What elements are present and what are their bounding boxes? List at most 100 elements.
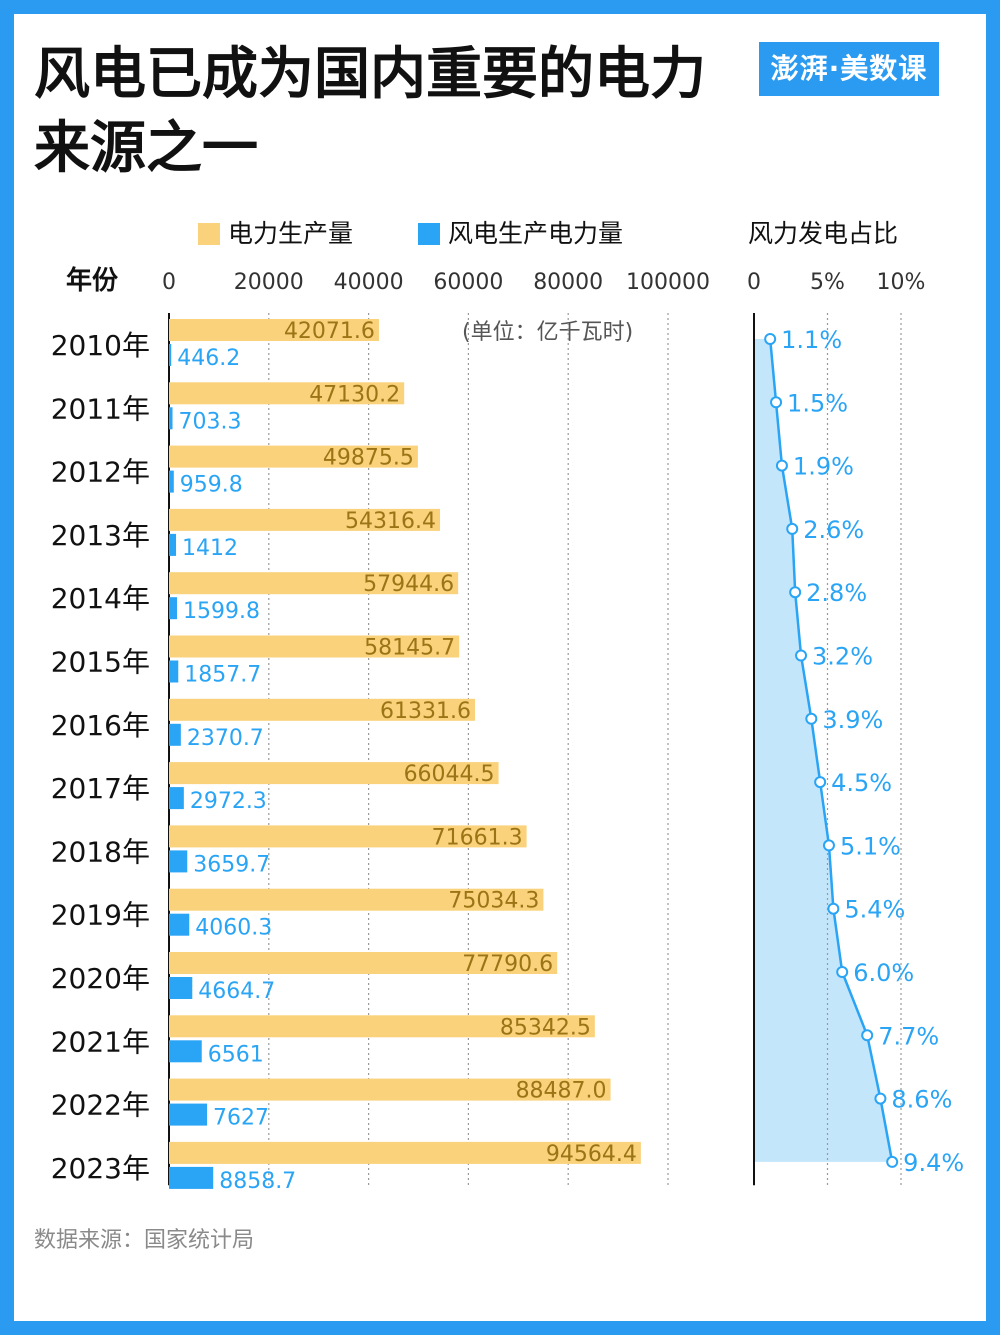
total-bar <box>169 1141 641 1164</box>
share-point-label: 1.1% <box>781 326 842 354</box>
wind-bar-label: 1412 <box>182 536 238 561</box>
total-bar <box>169 572 459 595</box>
share-point <box>874 1092 887 1105</box>
share-point <box>814 776 827 789</box>
share-point <box>827 902 840 915</box>
wind-bar <box>169 723 181 746</box>
total-bar-label: 47130.2 <box>309 382 400 407</box>
year-label: 2021年 <box>51 1025 150 1058</box>
wind-bar-label: 959.8 <box>180 473 243 498</box>
share-point <box>805 712 818 725</box>
source-note: 数据来源：国家统计局 <box>34 1228 255 1253</box>
share-point <box>836 966 849 978</box>
total-bar <box>169 382 405 405</box>
wind-bar-label: 2370.7 <box>187 726 264 751</box>
wind-bar <box>169 850 188 873</box>
total-bar <box>169 445 418 468</box>
year-label: 2011年 <box>51 392 150 425</box>
wind-bar <box>169 533 177 556</box>
total-bar <box>169 1078 611 1101</box>
year-label: 2014年 <box>51 582 150 615</box>
bar-x-tick-label: 0 <box>162 270 176 295</box>
bar-x-tick-label: 20000 <box>234 270 304 295</box>
total-bar-label: 49875.5 <box>323 446 414 471</box>
share-point <box>770 396 783 409</box>
wind-bar-label: 8858.7 <box>219 1169 296 1194</box>
share-x-tick-label: 10% <box>877 270 926 295</box>
wind-bar-label: 6561 <box>208 1042 264 1067</box>
share-point-label: 2.6% <box>803 516 864 544</box>
year-label: 2012年 <box>51 456 150 489</box>
thepaper-logo: 澎湃·美数课 <box>759 42 939 96</box>
wind-bar <box>169 1166 214 1189</box>
wind-bar <box>169 660 179 683</box>
total-bar-label: 57944.6 <box>363 572 454 597</box>
share-point-label: 3.9% <box>822 706 883 734</box>
share-point-label: 1.9% <box>793 453 854 481</box>
wind-bar <box>169 1103 208 1126</box>
year-header: 年份 <box>66 265 118 296</box>
wind-bar-label: 703.3 <box>179 409 242 434</box>
share-area <box>754 339 893 1162</box>
chart-title: 风电已成为国内重要的电力 来源之一 <box>34 42 706 181</box>
wind-bar <box>169 407 173 430</box>
total-bar-label: 71661.3 <box>432 825 523 850</box>
wind-bar-label: 446.2 <box>177 346 240 371</box>
total-bar <box>169 888 544 911</box>
legend-total: 电力生产量 <box>198 214 353 250</box>
year-label: 2022年 <box>51 1089 150 1122</box>
wind-bar <box>169 597 177 620</box>
total-bar <box>169 825 527 848</box>
wind-bar-label: 2972.3 <box>190 789 267 814</box>
share-point <box>822 839 835 852</box>
wind-bar-label: 4060.3 <box>195 916 272 941</box>
total-bar <box>169 952 558 974</box>
share-point-label: 9.4% <box>903 1149 964 1177</box>
total-bar <box>169 635 460 658</box>
bar-x-tick-label: 60000 <box>433 270 503 295</box>
share-x-tick-label: 0 <box>747 270 761 295</box>
share-point <box>764 333 777 345</box>
share-point <box>861 1029 874 1042</box>
wind-bar-label: 1599.8 <box>183 599 260 624</box>
wind-bar-label: 3659.7 <box>193 852 270 877</box>
total-bar <box>169 762 499 785</box>
year-label: 2019年 <box>51 899 150 932</box>
year-label: 2018年 <box>51 835 150 868</box>
share-point-label: 8.6% <box>891 1086 952 1114</box>
unit-label: (单位：亿千瓦时) <box>462 320 633 345</box>
bar-x-tick-label: 80000 <box>533 270 603 295</box>
wind-bar <box>169 470 174 493</box>
share-point-label: 5.1% <box>840 832 901 860</box>
legend-wind-swatch <box>418 223 440 245</box>
share-point-label: 1.5% <box>787 389 848 417</box>
total-bar-label: 61331.6 <box>380 699 471 724</box>
wind-bar <box>169 977 193 999</box>
legend-wind-label: 风电生产电力量 <box>448 219 624 248</box>
total-bar-label: 77790.6 <box>462 952 553 977</box>
total-bar <box>169 319 379 341</box>
total-bar-label: 88487.0 <box>516 1079 607 1104</box>
total-bar-label: 75034.3 <box>448 889 539 914</box>
share-point-label: 4.5% <box>831 769 892 797</box>
year-label: 2017年 <box>51 772 150 805</box>
bar-x-tick-label: 40000 <box>334 270 404 295</box>
share-line <box>768 338 894 1163</box>
total-bar-label: 85342.5 <box>500 1015 591 1040</box>
wind-bar <box>169 1040 202 1063</box>
share-point <box>886 1155 899 1168</box>
legend-total-label: 电力生产量 <box>228 219 354 248</box>
share-point <box>775 459 788 472</box>
wind-bar-label: 4664.7 <box>198 979 275 1004</box>
share-point-label: 7.7% <box>878 1022 939 1050</box>
share-point-label: 5.4% <box>844 896 905 924</box>
year-label: 2015年 <box>51 646 150 679</box>
year-label: 2016年 <box>51 709 150 742</box>
year-label: 2020年 <box>51 962 150 995</box>
share-point <box>795 649 808 662</box>
share-x-tick-label: 5% <box>810 270 845 295</box>
total-bar-label: 66044.5 <box>404 762 495 787</box>
total-bar <box>169 698 476 721</box>
total-bar <box>169 1015 595 1038</box>
